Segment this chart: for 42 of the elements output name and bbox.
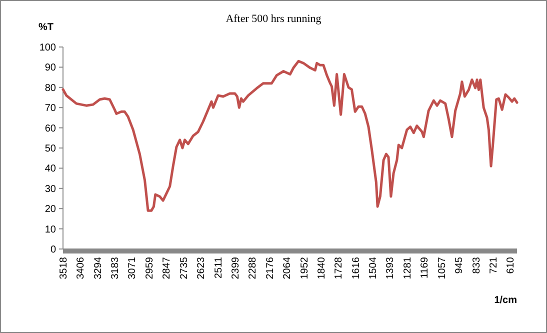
line-series	[62, 60, 518, 212]
y-tick-label: 50	[44, 144, 56, 154]
x-axis-title: 1/cm	[494, 295, 518, 306]
x-tick-label: 2288	[248, 256, 259, 280]
x-tick-label: 1840	[316, 256, 328, 280]
y-tick-label: 0	[50, 244, 56, 256]
x-tick-label: 2064	[282, 256, 294, 280]
x-tick-label: 721	[488, 256, 500, 274]
y-tick-label: 100	[39, 42, 56, 54]
x-tick-label: 2847	[162, 256, 173, 280]
y-axis-title: %T	[38, 22, 54, 33]
chart-title: After 500 hrs running	[226, 13, 322, 25]
x-tick-label: 1504	[368, 256, 380, 280]
x-tick-label: 2176	[264, 256, 276, 280]
y-tick-label: 40	[44, 164, 56, 175]
x-tick-label: 1728	[334, 256, 345, 280]
y-tick-label: 60	[44, 123, 56, 134]
x-tick-label: 3071	[127, 256, 138, 280]
x-tick-label: 2511	[213, 256, 224, 279]
x-tick-label: 1057	[436, 256, 448, 280]
x-tick-label: 1169	[420, 256, 431, 279]
x-tick-label: 3518	[58, 256, 70, 280]
x-tick-label: 1393	[385, 256, 396, 280]
y-tick-label: 10	[44, 224, 56, 236]
x-tick-label: 2623	[196, 256, 208, 280]
x-tick-label: 2959	[144, 256, 156, 280]
x-tick-label: 610	[506, 256, 517, 274]
x-tick-label: 3183	[110, 256, 122, 280]
x-tick-label: 1281	[402, 256, 414, 280]
x-tick-label: 833	[471, 256, 482, 274]
y-tick-label: 80	[44, 82, 56, 94]
x-tick-label: 2735	[178, 256, 190, 280]
y-tick-label: 90	[44, 62, 56, 74]
x-tick-label: 3406	[76, 256, 87, 280]
x-tick-label: 945	[454, 256, 466, 274]
y-tick-label: 30	[44, 184, 56, 195]
x-tick-label: 2399	[230, 256, 242, 280]
x-tick-label: 1616	[350, 256, 362, 280]
x-tick-label: 1952	[299, 256, 310, 280]
y-tick-label: 70	[44, 103, 56, 114]
x-tick-label: 3294	[92, 256, 104, 280]
y-tick-label: 20	[44, 204, 56, 216]
